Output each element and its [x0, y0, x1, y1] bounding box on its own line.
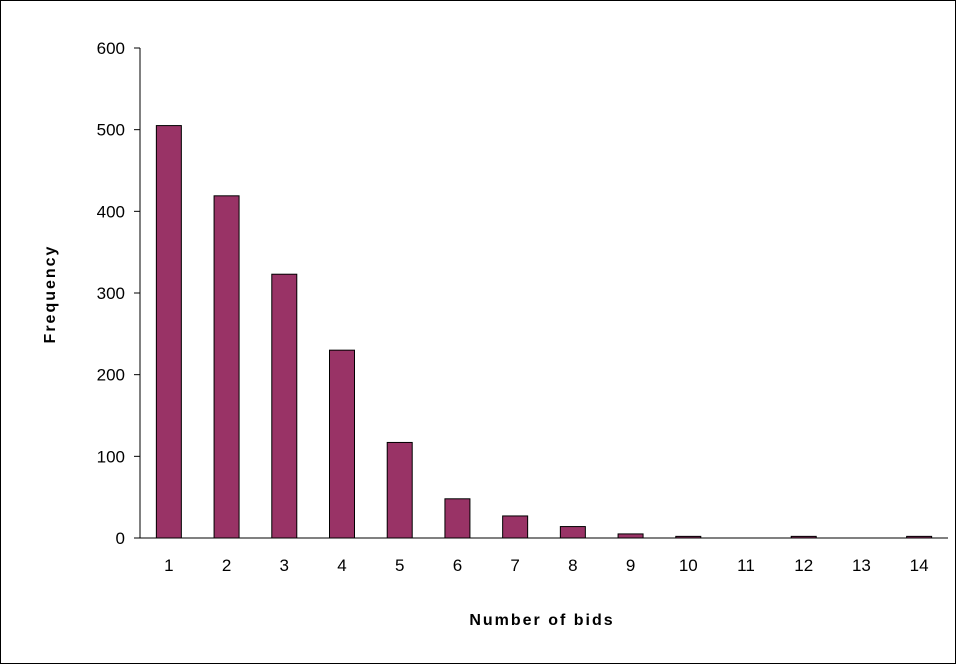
x-tick-label: 14 [910, 556, 929, 575]
bar [559, 526, 586, 539]
bar [155, 125, 182, 539]
x-tick-label: 12 [794, 556, 813, 575]
bar [675, 535, 702, 539]
bar [329, 349, 355, 539]
bar [617, 533, 644, 539]
x-tick-label: 11 [737, 556, 755, 575]
y-tick-label: 400 [97, 202, 125, 221]
x-tick-label: 9 [626, 556, 635, 575]
x-tick-label: 10 [679, 556, 698, 575]
x-axis-title: Number of bids [469, 612, 614, 629]
x-tick-label: 1 [164, 556, 173, 575]
bars [155, 125, 933, 539]
x-tick-label: 4 [337, 556, 346, 575]
x-tick-label: 2 [222, 556, 231, 575]
y-axis: 0 100 200 300 400 500 600 [97, 39, 141, 548]
bar [502, 515, 529, 539]
y-tick-label: 600 [97, 39, 125, 58]
x-tick-label: 7 [510, 556, 519, 575]
y-tick-label: 300 [97, 284, 125, 303]
bar [213, 195, 240, 539]
x-tick-label: 3 [280, 556, 289, 575]
x-tick-label: 13 [852, 556, 871, 575]
x-tick-label: 8 [568, 556, 577, 575]
y-tick-label: 500 [97, 121, 125, 140]
bar [444, 498, 471, 539]
bar [386, 441, 413, 539]
y-tick-label: 200 [97, 366, 125, 385]
bar [906, 535, 933, 539]
bar [271, 273, 298, 539]
y-tick-label: 0 [116, 529, 125, 548]
x-axis: 1 2 3 4 5 6 7 8 9 10 11 12 13 14 [140, 537, 948, 575]
y-tick-label: 100 [97, 447, 125, 466]
bar [790, 535, 817, 539]
x-tick-label: 6 [453, 556, 462, 575]
x-tick-label: 5 [395, 556, 404, 575]
y-axis-title: Frequency [42, 245, 59, 344]
